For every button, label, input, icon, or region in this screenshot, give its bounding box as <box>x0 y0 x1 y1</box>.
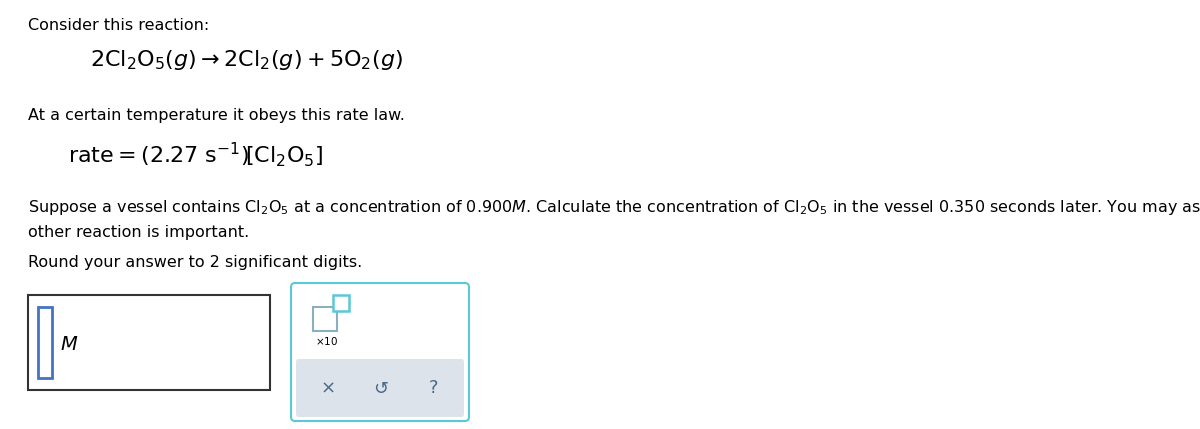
Text: $2\mathrm{Cl_2O_5}(g) \rightarrow 2\mathrm{Cl_2}(g)+5\mathrm{O_2}(g)$: $2\mathrm{Cl_2O_5}(g) \rightarrow 2\math… <box>90 48 403 72</box>
Bar <box>28 295 270 390</box>
Text: Suppose a vessel contains $\mathrm{Cl_2O_5}$ at a concentration of $0.900M$. Cal: Suppose a vessel contains $\mathrm{Cl_2O… <box>28 198 1200 217</box>
Text: Consider this reaction:: Consider this reaction: <box>28 18 209 33</box>
FancyBboxPatch shape <box>292 283 469 421</box>
Bar <box>38 307 52 378</box>
Text: $?$: $?$ <box>428 379 438 397</box>
Bar <box>334 295 349 311</box>
Text: Round your answer to 2 significant digits.: Round your answer to 2 significant digit… <box>28 255 362 270</box>
Text: $\times$: $\times$ <box>319 379 335 397</box>
Text: $\times$10: $\times$10 <box>314 335 338 347</box>
Text: other reaction is important.: other reaction is important. <box>28 225 250 240</box>
Text: $\mathrm{rate} = \left(2.27\ \mathrm{s}^{-1}\right)\!\left[\mathrm{Cl_2O_5}\righ: $\mathrm{rate} = \left(2.27\ \mathrm{s}^… <box>68 140 323 169</box>
Text: $\circlearrowleft$: $\circlearrowleft$ <box>371 379 390 397</box>
FancyBboxPatch shape <box>296 359 464 417</box>
Bar <box>313 307 337 331</box>
Text: $M$: $M$ <box>60 335 78 354</box>
Text: At a certain temperature it obeys this rate law.: At a certain temperature it obeys this r… <box>28 108 404 123</box>
